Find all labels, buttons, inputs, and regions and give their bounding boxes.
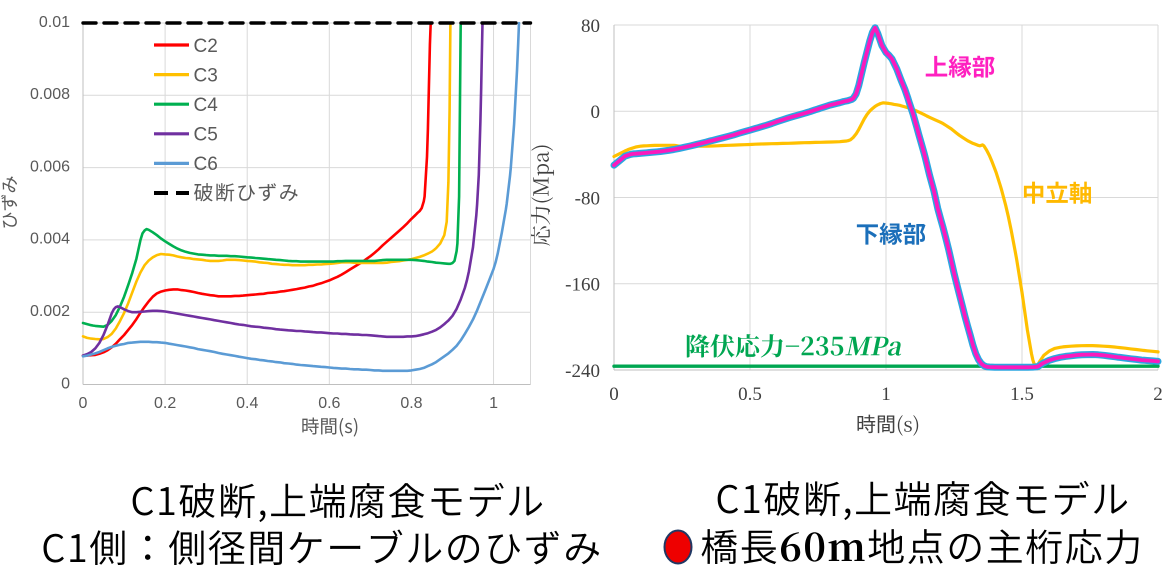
series-C3 xyxy=(81,21,452,341)
y-tick-label: -240 xyxy=(565,361,600,382)
x-tick-label: 1 xyxy=(881,384,891,405)
x-tick-label: 0 xyxy=(79,395,88,412)
x-axis-title xyxy=(302,417,358,437)
series-C6 xyxy=(81,21,521,373)
series-C2 xyxy=(81,21,432,357)
legend-label-C5: C5 xyxy=(194,125,218,146)
y-tick-label: 0.01 xyxy=(39,14,70,31)
annotation-下縁部 xyxy=(856,222,926,245)
series-C4 xyxy=(81,21,462,328)
chart-strain: 0 0.002 0.004 0.006 0.008 0.01 0 0.2 0.4 0.6 0.8 1 C… xyxy=(1,14,533,437)
x-tick-label: 0.8 xyxy=(400,395,422,412)
x-tick-label: 0.5 xyxy=(738,384,762,405)
gridlines xyxy=(614,24,1159,371)
y-axis-title xyxy=(531,145,555,246)
annotation-上縁部 xyxy=(925,55,995,78)
x-axis-title xyxy=(857,414,919,436)
y-tick-label: -160 xyxy=(565,275,600,296)
x-tick-label: 0.4 xyxy=(236,395,258,412)
legend-label-C6: C6 xyxy=(194,154,218,175)
series-lines xyxy=(610,24,1162,371)
chart-stress: -240 -160 -80 0 80 0 0.5 1 1.5 2 xyxy=(531,16,1163,436)
x-tick-label: 1 xyxy=(489,395,498,412)
legend-label-C4: C4 xyxy=(194,95,219,116)
y-tick-label: -80 xyxy=(575,188,600,209)
series-上縁部 xyxy=(612,25,1160,370)
series-lines xyxy=(81,21,533,373)
caption-right-line2 xyxy=(701,529,1139,565)
x-tick-label: 0 xyxy=(609,384,619,405)
series-中立軸 xyxy=(612,101,1160,368)
red-bullet-icon xyxy=(663,529,693,565)
captions xyxy=(43,480,1139,566)
y-tick-label: 0.002 xyxy=(30,303,70,320)
annotation-降伏応 xyxy=(686,334,902,358)
caption-left-line2 xyxy=(43,529,600,566)
legend-label-C2: C2 xyxy=(194,36,218,57)
annotation-中立軸 xyxy=(1023,181,1091,204)
series-C5 xyxy=(81,21,484,357)
y-tick-label: 0.006 xyxy=(30,158,70,175)
caption-left-line1 xyxy=(132,482,543,523)
y-axis-title xyxy=(1,176,18,228)
legend: C2 C3 C4 C5 C6 xyxy=(154,36,298,202)
y-tick-label: 0 xyxy=(591,102,601,123)
legend-label-破断ひずみ xyxy=(194,183,298,202)
y-tick-label: 0 xyxy=(61,375,70,392)
caption-right-line1 xyxy=(717,480,1128,521)
y-tick-label: 80 xyxy=(581,16,600,37)
x-tick-label: 0.2 xyxy=(154,395,176,412)
legend-label-C3: C3 xyxy=(194,65,218,86)
x-tick-label: 2 xyxy=(1153,384,1163,405)
y-tick-label: 0.008 xyxy=(30,86,70,103)
y-tick-label: 0.004 xyxy=(30,231,70,248)
x-tick-label: 0.6 xyxy=(318,395,340,412)
x-tick-label: 1.5 xyxy=(1010,384,1034,405)
